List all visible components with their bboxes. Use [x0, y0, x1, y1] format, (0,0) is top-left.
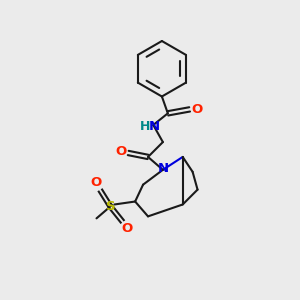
- Text: S: S: [106, 200, 115, 213]
- Text: O: O: [122, 222, 133, 235]
- Text: O: O: [116, 146, 127, 158]
- Text: N: N: [148, 120, 160, 133]
- Text: H: H: [140, 120, 150, 133]
- Text: O: O: [191, 103, 202, 116]
- Text: N: N: [157, 162, 168, 175]
- Text: O: O: [90, 176, 101, 189]
